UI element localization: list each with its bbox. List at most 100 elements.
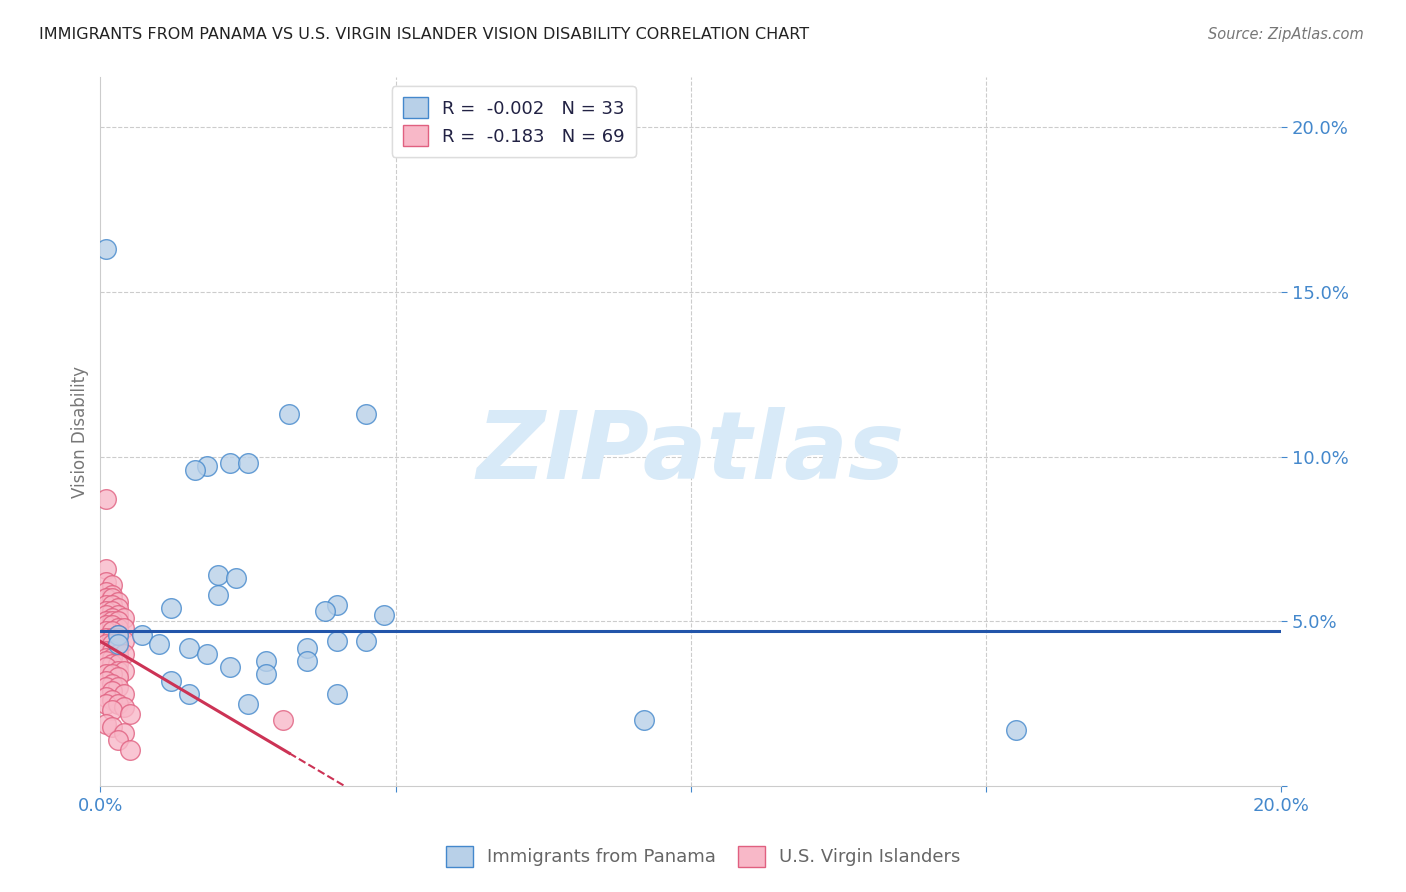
Point	[112, 611, 135, 625]
Point	[96, 697, 118, 711]
Point	[96, 624, 118, 639]
Point	[96, 654, 118, 668]
Point	[101, 720, 124, 734]
Point	[325, 634, 347, 648]
Point	[160, 601, 183, 615]
Point	[101, 657, 124, 672]
Point	[195, 459, 218, 474]
Point	[131, 627, 153, 641]
Legend: Immigrants from Panama, U.S. Virgin Islanders: Immigrants from Panama, U.S. Virgin Isla…	[439, 838, 967, 874]
Point	[101, 617, 124, 632]
Point	[96, 690, 118, 705]
Point	[101, 631, 124, 645]
Point	[236, 456, 259, 470]
Point	[325, 598, 347, 612]
Point	[278, 407, 301, 421]
Point	[107, 621, 129, 635]
Point	[112, 700, 135, 714]
Point	[107, 594, 129, 608]
Point	[96, 631, 118, 645]
Point	[96, 644, 118, 658]
Point	[107, 657, 129, 672]
Point	[112, 634, 135, 648]
Point	[254, 667, 277, 681]
Text: Source: ZipAtlas.com: Source: ZipAtlas.com	[1208, 27, 1364, 42]
Point	[107, 697, 129, 711]
Point	[96, 617, 118, 632]
Point	[633, 713, 655, 727]
Point	[107, 615, 129, 629]
Point	[112, 621, 135, 635]
Point	[273, 713, 295, 727]
Point	[96, 650, 118, 665]
Point	[148, 637, 170, 651]
Point	[101, 667, 124, 681]
Point	[96, 574, 118, 589]
Point	[96, 561, 118, 575]
Point	[107, 640, 129, 655]
Point	[112, 648, 135, 662]
Point	[101, 578, 124, 592]
Point	[295, 654, 318, 668]
Point	[101, 677, 124, 691]
Point	[107, 601, 129, 615]
Point	[207, 568, 229, 582]
Point	[101, 703, 124, 717]
Point	[1004, 723, 1026, 738]
Text: IMMIGRANTS FROM PANAMA VS U.S. VIRGIN ISLANDER VISION DISABILITY CORRELATION CHA: IMMIGRANTS FROM PANAMA VS U.S. VIRGIN IS…	[39, 27, 810, 42]
Point	[96, 607, 118, 622]
Point	[160, 673, 183, 688]
Point	[195, 648, 218, 662]
Point	[112, 664, 135, 678]
Point	[107, 631, 129, 645]
Point	[295, 640, 318, 655]
Point	[118, 743, 141, 757]
Point	[184, 463, 207, 477]
Point	[354, 407, 377, 421]
Point	[177, 640, 200, 655]
Point	[112, 726, 135, 740]
Point	[107, 607, 129, 622]
Point	[219, 456, 242, 470]
Point	[236, 697, 259, 711]
Legend: R =  -0.002   N = 33, R =  -0.183   N = 69: R = -0.002 N = 33, R = -0.183 N = 69	[392, 87, 636, 157]
Point	[96, 591, 118, 606]
Point	[107, 670, 129, 684]
Point	[101, 693, 124, 707]
Point	[118, 706, 141, 721]
Point	[107, 637, 129, 651]
Point	[314, 604, 336, 618]
Point	[101, 624, 124, 639]
Point	[107, 648, 129, 662]
Point	[107, 627, 129, 641]
Point	[107, 733, 129, 747]
Point	[96, 242, 118, 256]
Point	[101, 615, 124, 629]
Point	[325, 687, 347, 701]
Point	[101, 637, 124, 651]
Point	[96, 598, 118, 612]
Point	[96, 667, 118, 681]
Point	[177, 687, 200, 701]
Point	[96, 615, 118, 629]
Y-axis label: Vision Disability: Vision Disability	[72, 366, 89, 498]
Point	[101, 598, 124, 612]
Point	[219, 660, 242, 674]
Point	[101, 588, 124, 602]
Point	[207, 588, 229, 602]
Text: ZIPatlas: ZIPatlas	[477, 407, 905, 499]
Point	[107, 627, 129, 641]
Point	[101, 591, 124, 606]
Point	[101, 604, 124, 618]
Point	[107, 664, 129, 678]
Point	[101, 611, 124, 625]
Point	[96, 716, 118, 731]
Point	[101, 683, 124, 698]
Point	[101, 644, 124, 658]
Point	[225, 572, 247, 586]
Point	[96, 660, 118, 674]
Point	[107, 680, 129, 694]
Point	[112, 687, 135, 701]
Point	[96, 604, 118, 618]
Point	[101, 650, 124, 665]
